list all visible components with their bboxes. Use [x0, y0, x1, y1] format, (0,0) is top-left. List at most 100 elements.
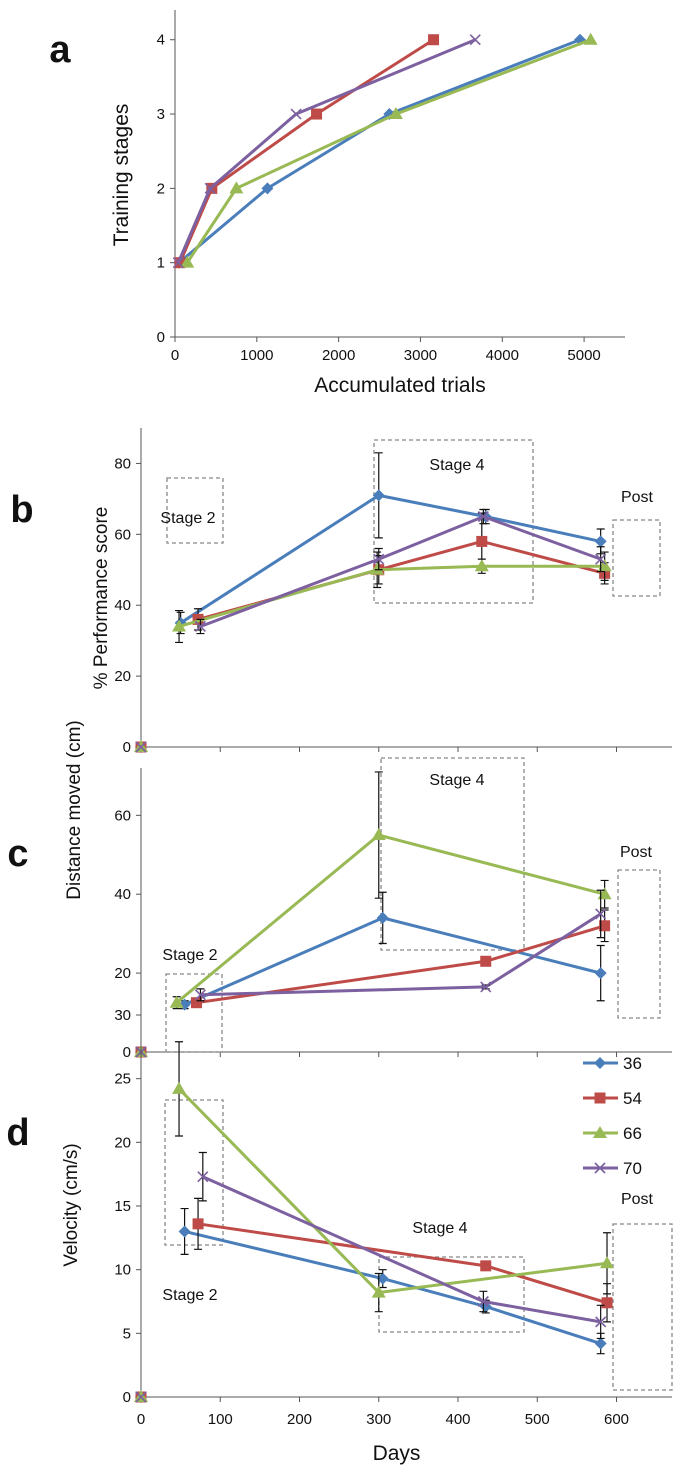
y-tick-label: 20: [114, 1134, 131, 1151]
stage-label: Post: [621, 1191, 654, 1208]
data-point-54: [601, 1297, 613, 1309]
stage-label: Stage 2: [162, 947, 217, 964]
y-tick-label: 0: [123, 1044, 131, 1061]
panel-label-b: b: [10, 489, 33, 531]
x-tick-label: 1000: [240, 347, 273, 364]
data-point-66: [388, 107, 403, 120]
data-point-36: [376, 911, 389, 924]
y-tick-label: 0: [157, 329, 165, 346]
y-tick-label: 10: [114, 1262, 131, 1279]
stage-box: [373, 439, 534, 604]
data-point-70: [469, 34, 481, 46]
stage-box: [612, 1223, 673, 1391]
data-point-70: [480, 981, 492, 993]
series-line-66: [186, 38, 592, 264]
y-axis-label: % Performance score: [91, 507, 112, 690]
y-tick-label: 80: [114, 455, 131, 472]
stage-label: Stage 2: [160, 510, 215, 527]
y-axis-label: Distance moved (cm): [64, 720, 85, 900]
legend-marker-66: [593, 1126, 607, 1138]
series-line-70: [200, 912, 602, 997]
data-point-66: [474, 559, 489, 572]
data-point-66: [371, 828, 386, 841]
y-tick-label: 60: [114, 526, 131, 543]
y-tick-label: 15: [114, 1198, 131, 1215]
series-line-36: [179, 493, 601, 625]
y-tick-label: 2: [157, 180, 165, 197]
x-tick-label: 600: [604, 1411, 629, 1428]
data-point-54: [480, 1260, 492, 1272]
data-point-36: [594, 1337, 607, 1350]
x-axis-label: Accumulated trials: [314, 374, 486, 397]
y-tick-label: 0: [123, 739, 131, 756]
y-tick-label: 1: [157, 255, 165, 272]
x-tick-label: 300: [366, 1411, 391, 1428]
y-tick-label: 40: [114, 886, 131, 903]
stage-label: Post: [621, 489, 654, 506]
data-point-36: [372, 489, 385, 502]
stage-box: [378, 1256, 525, 1333]
y-tick-label: 20: [114, 668, 131, 685]
x-tick-label: 0: [171, 347, 179, 364]
stage-box: [165, 973, 223, 1053]
series-line-66: [178, 564, 605, 628]
legend-marker-70: [594, 1162, 606, 1174]
y-tick-label: 3: [157, 106, 165, 123]
data-point-70: [595, 1316, 607, 1328]
stage-label: Stage 4: [429, 772, 484, 789]
data-point-70: [477, 511, 489, 523]
y-tick-label: 30: [114, 1007, 131, 1024]
data-point-54: [311, 108, 323, 120]
y-tick-label: 60: [114, 807, 131, 824]
x-tick-label: 5000: [567, 347, 600, 364]
stage-label: Stage 4: [429, 457, 484, 474]
stage-box: [612, 519, 661, 597]
stage-box: [164, 1099, 224, 1246]
x-tick-label: 2000: [322, 347, 355, 364]
x-axis-label: Days: [373, 1442, 421, 1465]
stage-label: Stage 2: [162, 1287, 217, 1304]
data-point-54: [428, 34, 440, 46]
data-point-70: [172, 257, 184, 269]
data-point-54: [480, 955, 492, 967]
data-point-66: [371, 1285, 386, 1298]
data-point-36: [594, 967, 607, 980]
stage-label: Stage 4: [412, 1220, 467, 1237]
legend-marker-36: [594, 1057, 606, 1069]
x-tick-label: 4000: [486, 347, 519, 364]
data-point-70: [477, 1295, 489, 1308]
y-tick-label: 40: [114, 597, 131, 614]
data-point-36: [178, 1225, 191, 1238]
y-axis-label: Training stages: [110, 104, 133, 247]
y-tick-label: 0: [123, 1389, 131, 1406]
series-line-36: [183, 916, 602, 1007]
data-point-70: [290, 108, 302, 120]
data-point-66: [169, 995, 184, 1008]
data-point-36: [376, 1272, 389, 1285]
y-tick-label: 20: [114, 965, 131, 982]
data-point-66: [600, 1256, 615, 1269]
data-point-54: [192, 1218, 204, 1230]
origin-point-70: [135, 741, 147, 753]
stage-box: [617, 869, 661, 1019]
series-line-54: [197, 539, 606, 621]
panel-label-c: c: [7, 833, 28, 875]
data-point-66: [583, 32, 598, 45]
stage-box: [166, 477, 224, 544]
data-point-66: [229, 181, 244, 194]
panel-label-d: d: [6, 1112, 29, 1154]
series-line-36: [184, 1230, 602, 1345]
legend-label-36: 36: [623, 1054, 642, 1073]
x-tick-label: 200: [287, 1411, 312, 1428]
series-line-70: [176, 38, 476, 264]
stage-label: Post: [620, 844, 653, 861]
series-line-54: [178, 38, 435, 264]
data-point-70: [595, 908, 607, 920]
legend-label-54: 54: [623, 1089, 642, 1108]
x-tick-label: 3000: [404, 347, 437, 364]
data-point-66: [172, 619, 187, 632]
y-tick-label: 5: [123, 1325, 131, 1342]
data-point-70: [197, 1171, 209, 1183]
x-tick-label: 400: [445, 1411, 470, 1428]
